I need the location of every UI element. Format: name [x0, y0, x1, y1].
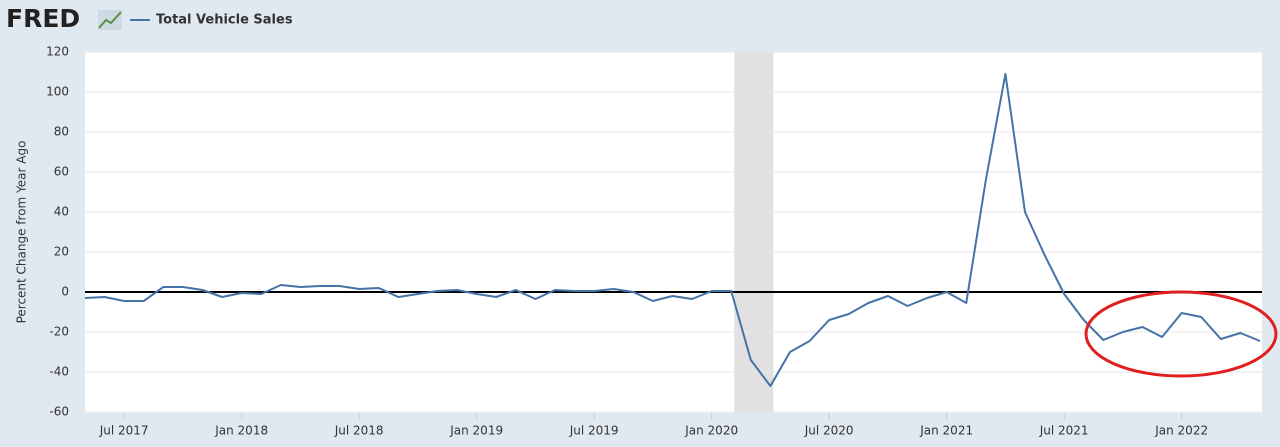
x-tick-label: Jan 2022	[1154, 424, 1208, 438]
series-line	[84, 73, 1261, 387]
y-tick-label: -60	[49, 405, 69, 419]
x-tick-label: Jul 2021	[1039, 424, 1089, 438]
logo-icon	[98, 10, 122, 30]
x-tick-label: Jul 2018	[334, 424, 384, 438]
y-tick-label: -20	[49, 325, 69, 339]
y-axis-label: Percent Change from Year Ago	[15, 141, 29, 324]
y-tick-label: 100	[46, 85, 69, 99]
y-tick-label: 120	[46, 45, 69, 59]
x-tick-label: Jul 2017	[99, 424, 149, 438]
logo: FRED	[6, 4, 80, 33]
x-tick-label: Jul 2020	[804, 424, 854, 438]
y-tick-label: 80	[54, 125, 69, 139]
y-tick-label: 60	[54, 165, 69, 179]
plot-area	[85, 52, 1262, 413]
x-tick-label: Jul 2019	[569, 424, 619, 438]
legend-label: Total Vehicle Sales	[156, 13, 293, 28]
highlight-ellipse	[1084, 290, 1278, 378]
y-tick-label: 40	[54, 205, 69, 219]
recession-band	[734, 52, 774, 413]
x-tick-label: Jan 2021	[919, 424, 973, 438]
y-tick-label: -40	[49, 365, 69, 379]
y-tick-label: 20	[54, 245, 69, 259]
y-tick-label: 0	[61, 285, 69, 299]
x-tick-label: Jan 2020	[684, 424, 738, 438]
x-tick-label: Jan 2019	[449, 424, 503, 438]
x-tick-label: Jan 2018	[214, 424, 268, 438]
